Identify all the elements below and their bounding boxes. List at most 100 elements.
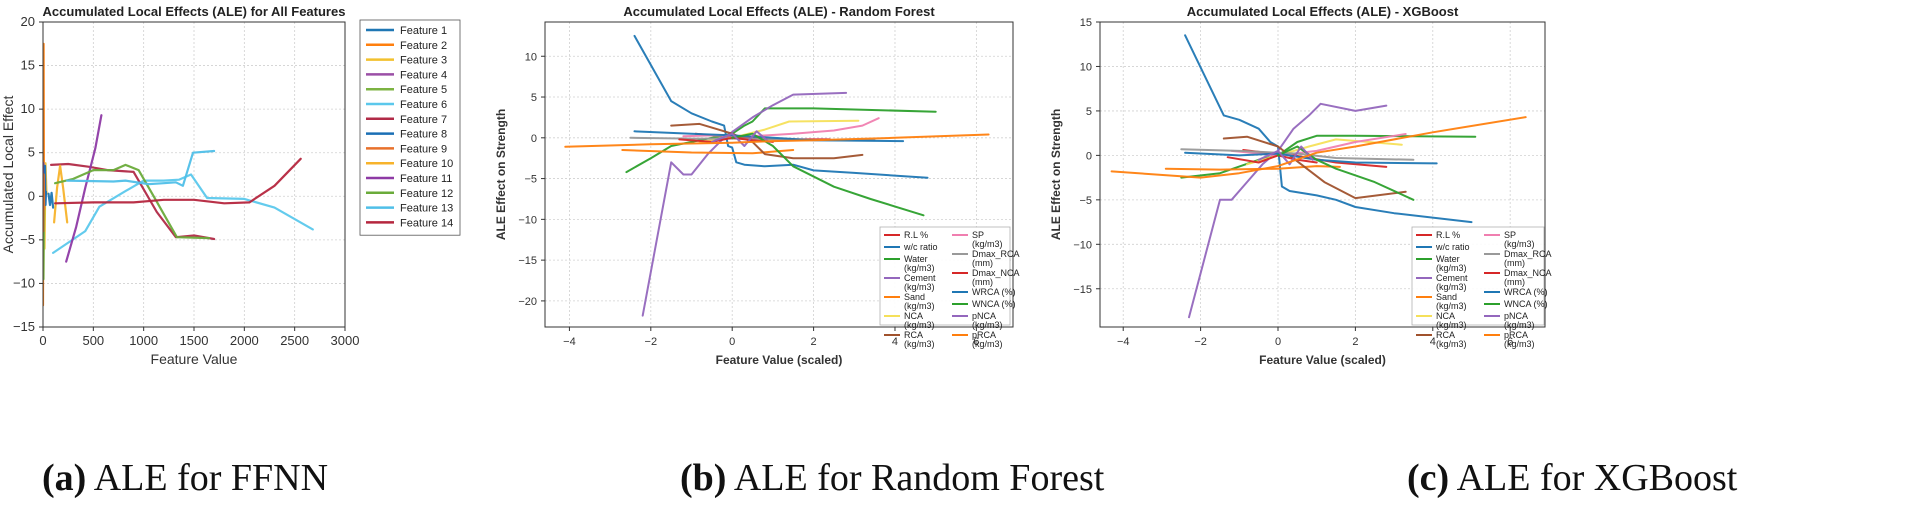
series-group xyxy=(1110,34,1527,319)
legend-label-line: Sand xyxy=(1436,292,1457,302)
legend-label: WNCA (%) xyxy=(972,299,1016,309)
legend-label-line: (kg/m3) xyxy=(904,263,935,273)
legend-label-line: R.L % xyxy=(1436,230,1460,240)
legend-label-line: Sand xyxy=(904,292,925,302)
legend-label: Dmax_NCA (mm) xyxy=(972,268,1020,287)
x-tick-label: −4 xyxy=(563,336,576,348)
x-axis-label: Feature Value xyxy=(151,351,238,367)
legend-label: Water (kg/m3) xyxy=(904,254,935,273)
x-tick-label: −2 xyxy=(1194,336,1207,348)
x-tick-label: 4 xyxy=(1430,336,1436,348)
legend-label: Sand (kg/m3) xyxy=(1436,292,1467,311)
series-line-wnca- xyxy=(731,132,925,217)
legend-label: SP (kg/m3) xyxy=(972,230,1003,249)
x-tick-label: 3000 xyxy=(331,333,360,348)
series-line-pnca-kg-m3- xyxy=(1257,145,1314,166)
x-tick-label: 4 xyxy=(892,336,898,348)
y-tick-label: 10 xyxy=(525,51,537,63)
legend-label: Dmax_RCA (mm) xyxy=(1504,249,1552,268)
x-tick-label: 2500 xyxy=(280,333,309,348)
x-axis-label: Feature Value (scaled) xyxy=(1259,353,1386,367)
y-axis-label: ALE Effect on Strength xyxy=(494,109,508,240)
series-line-w-c-ratio xyxy=(1184,34,1473,224)
caption-c-text: ALE for XGBoost xyxy=(1456,457,1738,499)
series-group xyxy=(564,34,990,317)
x-tick-label: 6 xyxy=(1507,336,1513,348)
legend-label-line: (kg/m3) xyxy=(972,320,1003,330)
x-tick-label: 2 xyxy=(1352,336,1358,348)
legend-label: RCA (kg/m3) xyxy=(904,330,935,349)
y-tick-label: −15 xyxy=(13,319,35,334)
series-line-rca-kg-m3- xyxy=(1222,135,1407,200)
legend-label-line: pNCA xyxy=(972,311,996,321)
legend-label-line: (mm) xyxy=(972,258,993,268)
series-line-wnca- xyxy=(1277,145,1415,201)
legend-label-line: Dmax_NCA xyxy=(972,268,1020,278)
series-line-cement-kg-m3- xyxy=(641,91,848,317)
y-tick-label: −15 xyxy=(518,255,537,267)
series-line-water-kg-m3- xyxy=(1180,134,1477,179)
chart-title: Accumulated Local Effects (ALE) - XGBoos… xyxy=(1187,4,1459,19)
series-line-wrca- xyxy=(1184,151,1438,165)
caption-b-tag: (b) xyxy=(680,457,727,499)
legend-label-line: (kg/m3) xyxy=(972,339,1003,349)
y-tick-label: 5 xyxy=(1086,106,1092,118)
x-tick-label: 2000 xyxy=(230,333,259,348)
legend-label-line: (kg/m3) xyxy=(904,339,935,349)
series-line-feature-8 xyxy=(43,164,48,207)
legend-label: Cement (kg/m3) xyxy=(1436,273,1468,292)
legend-label-line: Dmax_RCA xyxy=(1504,249,1552,259)
legend-label-line: Cement xyxy=(904,273,936,283)
legend-label-line: w/c ratio xyxy=(903,242,938,252)
legend-label-line: WNCA (%) xyxy=(972,299,1016,309)
legend-label-line: w/c ratio xyxy=(1435,242,1470,252)
legend-label-line: RCA xyxy=(904,330,923,340)
legend-label: pNCA (kg/m3) xyxy=(1504,311,1535,330)
legend-label: Feature 1 xyxy=(400,25,447,37)
legend-label: Feature 11 xyxy=(400,173,452,185)
legend-label-line: Cement xyxy=(1436,273,1468,283)
legend-label: RCA (kg/m3) xyxy=(1436,330,1467,349)
y-tick-label: 0 xyxy=(1086,150,1092,162)
legend-label-line: NCA xyxy=(1436,311,1455,321)
legend-label: Feature 4 xyxy=(400,69,447,81)
series-line-feature-13 xyxy=(66,149,216,187)
legend-label-line: NCA xyxy=(904,311,923,321)
axes-frame xyxy=(1099,21,1546,328)
y-tick-label: 15 xyxy=(21,58,35,73)
series-line-pnca-kg-m3- xyxy=(710,130,770,147)
legend-label-line: Water xyxy=(904,254,928,264)
x-tick-label: 500 xyxy=(82,333,104,348)
legend-label: WRCA (%) xyxy=(1504,287,1548,297)
legend-label: pRCA (kg/m3) xyxy=(972,330,1003,349)
legend-label: WRCA (%) xyxy=(972,287,1016,297)
y-tick-label: −15 xyxy=(1073,284,1092,296)
chart-panel-0: 0 500 1000 1500 2000 2500 3000 −15 −10 −5 0 5 10 15 20… xyxy=(0,4,461,367)
y-tick-label: −10 xyxy=(518,214,537,226)
legend-label: Sand (kg/m3) xyxy=(904,292,935,311)
legend-label: w/c ratio xyxy=(903,242,938,252)
legend-label: Feature 2 xyxy=(400,40,447,52)
x-tick-label: 1000 xyxy=(129,333,158,348)
legend-label-line: RCA xyxy=(1436,330,1455,340)
series-line-prca-kg-m3- xyxy=(564,133,990,148)
legend-label-line: R.L % xyxy=(904,230,928,240)
series-line-feature-1 xyxy=(47,191,55,209)
chart-title: Accumulated Local Effects (ALE) for All … xyxy=(43,4,346,19)
y-tick-label: 5 xyxy=(28,145,35,160)
legend-label-line: pRCA xyxy=(1504,330,1528,340)
legend: Feature 1 Feature 2 Feature 3 Feature 4 Feat… xyxy=(359,19,461,236)
x-tick-label: 0 xyxy=(39,333,46,348)
chart-panel-2: −4 −2 0 2 4 6 −15 −10 −5 0 5 10 15 Accumulated Local … xyxy=(1049,4,1552,367)
caption-c: (c) ALE for XGBoost xyxy=(1407,456,1737,500)
y-tick-label: 0 xyxy=(531,133,537,145)
legend-label: Feature 14 xyxy=(400,217,453,229)
legend-label: Feature 13 xyxy=(400,203,453,215)
x-tick-label: −2 xyxy=(645,336,658,348)
legend-label-line: pRCA xyxy=(972,330,996,340)
y-tick-label: 0 xyxy=(28,188,35,203)
series-line-feature-11 xyxy=(65,114,103,263)
legend-label: Dmax_RCA (mm) xyxy=(972,249,1020,268)
legend-label: Dmax_NCA (mm) xyxy=(1504,268,1552,287)
